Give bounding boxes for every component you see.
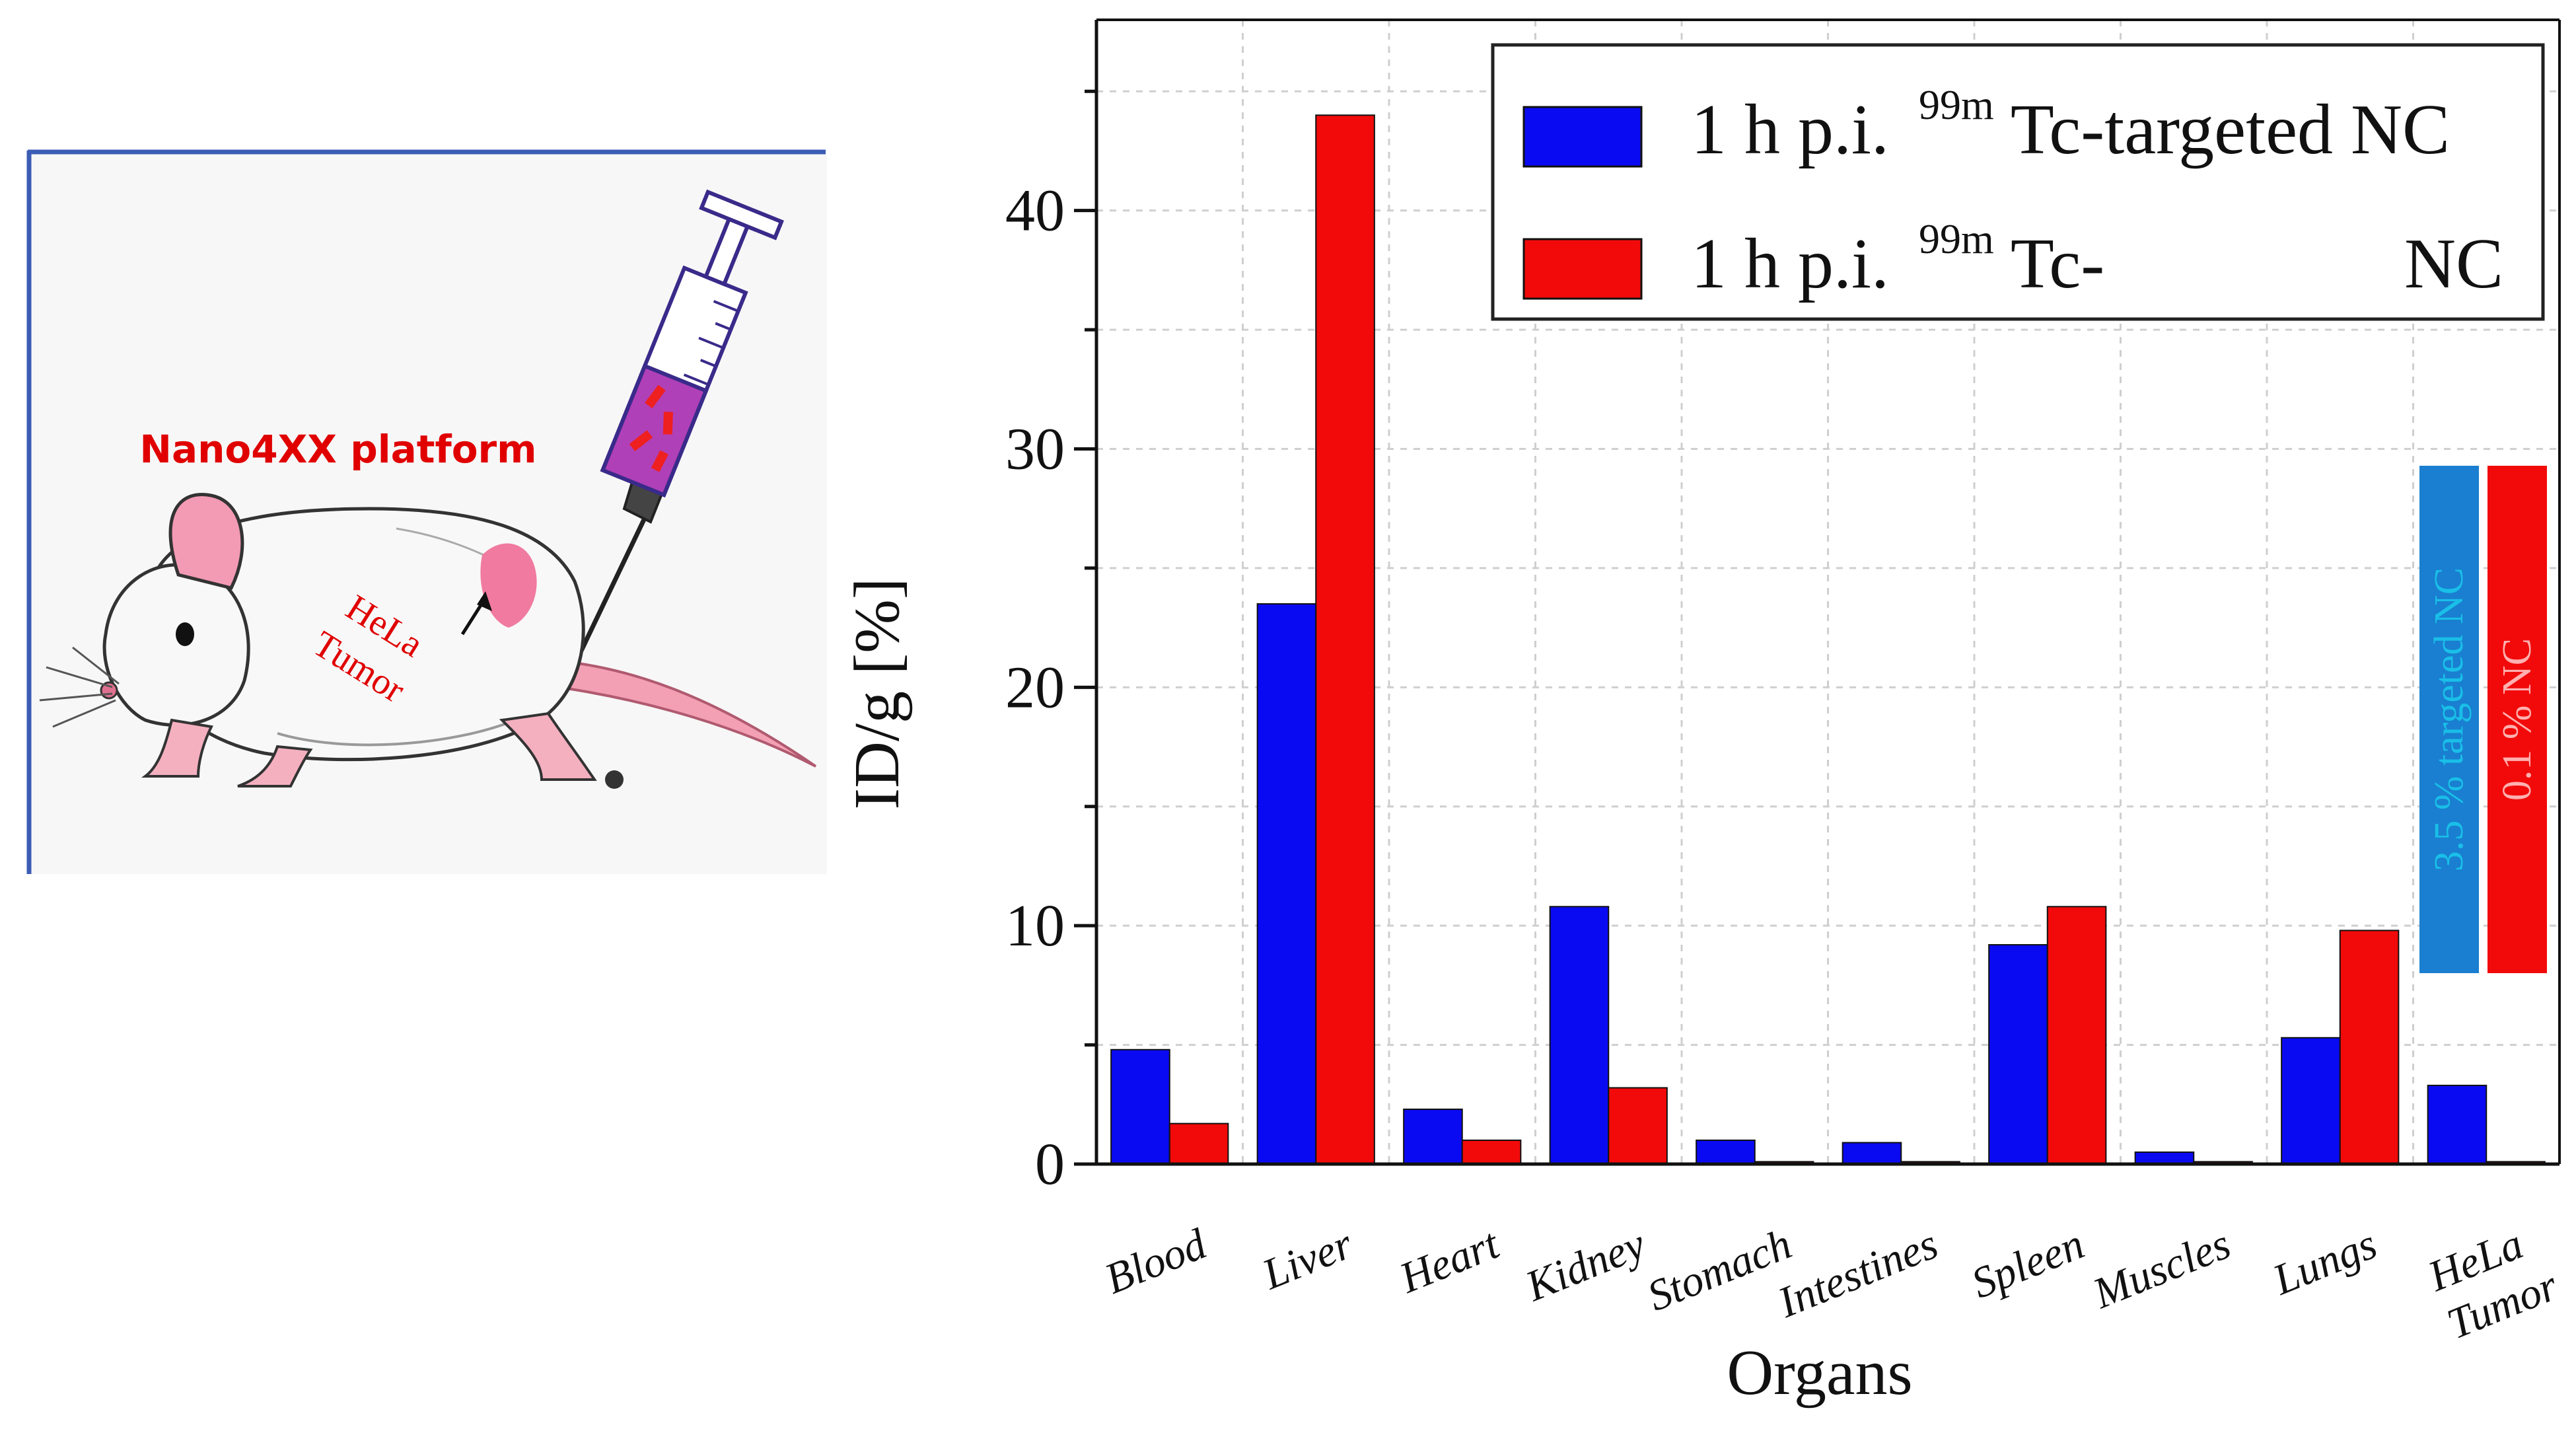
bar-nc-heart: [1461, 1139, 1522, 1165]
bar-nc-liver: [1315, 114, 1375, 1165]
illustration-panel: Nano4XX platform HeLa Tumor: [26, 149, 827, 874]
legend: 1 h p.i. 99m Tc-targeted NC 1 h p.i. 99m…: [1491, 43, 2545, 321]
legend-entry-targeted: 1 h p.i. 99m Tc-targeted NC: [1691, 56, 2450, 169]
bar-targeted-stomach: [1696, 1139, 1756, 1165]
legend-nc-suffix: Tc-: [2011, 225, 2104, 303]
bar-targeted-blood: [1110, 1048, 1170, 1165]
annotation-banner-targeted: [2419, 466, 2479, 973]
annotation-text-nc: 0.1 % NC: [2495, 638, 2540, 801]
mouse-illustration: [39, 493, 817, 789]
legend-entry-nc: 1 h p.i. 99m Tc-: [1691, 190, 2104, 303]
arrow-icon: [460, 591, 492, 636]
x-axis-label: Organs: [1727, 1337, 1912, 1409]
bar-targeted-heart: [1403, 1109, 1463, 1165]
y-tick-label: 0: [1035, 1132, 1065, 1197]
syringe-icon: [579, 189, 784, 652]
legend-targeted-superscript: 99m: [1919, 81, 1994, 128]
bar-targeted-muscles: [2134, 1151, 2195, 1165]
bar-nc-lungs: [2339, 930, 2400, 1165]
tumor-icon: [480, 543, 537, 628]
legend-targeted-suffix: Tc-targeted NC: [2011, 91, 2450, 169]
legend-nc-tail: NC: [2404, 225, 2503, 303]
annotation-banner-nc: [2487, 466, 2547, 973]
legend-nc-superscript: 99m: [1919, 215, 1994, 262]
bar-targeted-intestines: [1842, 1142, 1902, 1165]
y-tick-label: 20: [1005, 655, 1065, 720]
y-tick-label: 40: [1005, 178, 1065, 244]
y-tick-label: 10: [1005, 893, 1065, 959]
bar-targeted-spleen: [1988, 944, 2048, 1165]
bar-nc-kidney: [1608, 1087, 1668, 1165]
bar-targeted-kidney: [1549, 906, 1610, 1165]
y-tick-label: 30: [1005, 417, 1065, 482]
bar-nc-spleen: [2046, 906, 2107, 1165]
legend-nc-prefix: 1 h p.i.: [1691, 225, 1889, 303]
annotation-banners: 3.5 % targeted NC 0.1 % NC: [2419, 466, 2547, 973]
legend-swatch-targeted: [1522, 106, 1643, 168]
bar-targeted-liver: [1256, 603, 1317, 1165]
platform-label: Nano4XX platform: [139, 427, 536, 472]
legend-targeted-prefix: 1 h p.i.: [1691, 91, 1889, 169]
bars: [1110, 114, 2546, 1165]
bar-nc-blood: [1168, 1122, 1229, 1165]
bar-targeted-lungs: [2281, 1037, 2341, 1165]
y-axis-label: ID/g [%]: [841, 577, 913, 809]
legend-swatch-nc: [1522, 238, 1643, 300]
annotation-text-targeted: 3.5 % targeted NC: [2427, 568, 2472, 871]
bar-targeted-hela-tumor: [2427, 1084, 2487, 1165]
